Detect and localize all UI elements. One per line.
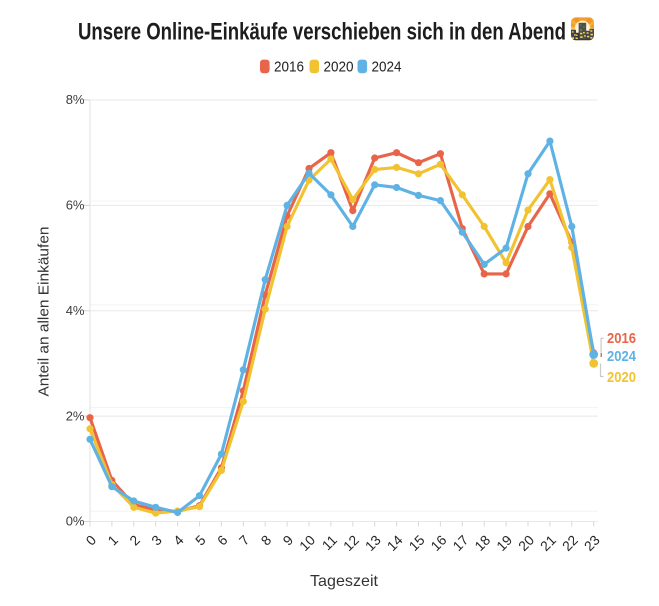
svg-text:2016: 2016	[607, 330, 636, 347]
svg-text:0%: 0%	[66, 514, 85, 529]
svg-text:6%: 6%	[66, 198, 85, 213]
svg-text:Unsere Online-Einkäufe verschi: Unsere Online-Einkäufe verschieben sich …	[78, 19, 566, 46]
svg-text:4%: 4%	[66, 303, 85, 318]
svg-text:2016: 2016	[274, 59, 304, 76]
svg-text:2020: 2020	[607, 369, 636, 386]
svg-text:Anteil an allen Einkäufen: Anteil an allen Einkäufen	[36, 227, 53, 397]
svg-text:Tageszeit: Tageszeit	[310, 573, 379, 590]
svg-text:2020: 2020	[324, 59, 354, 76]
svg-text:2024: 2024	[372, 59, 402, 76]
svg-text:2024: 2024	[607, 348, 637, 365]
svg-text:8%: 8%	[66, 92, 85, 107]
svg-text:2%: 2%	[66, 408, 85, 423]
